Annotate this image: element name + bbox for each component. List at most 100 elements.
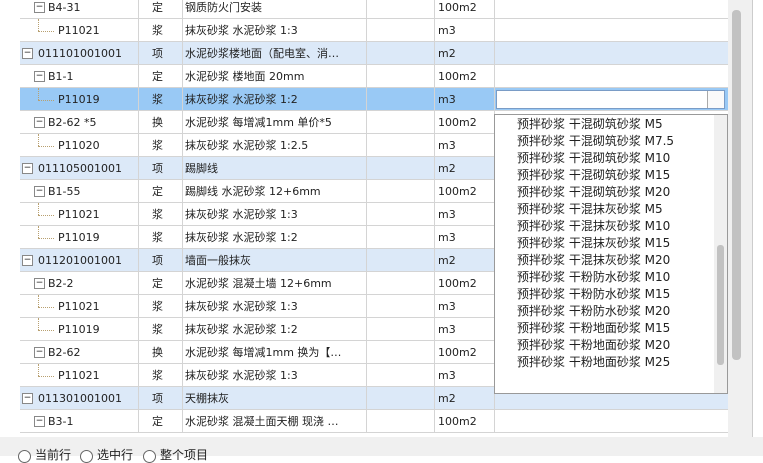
expand-toggle[interactable]: −	[22, 393, 33, 404]
item-type: 浆	[152, 300, 163, 313]
expand-toggle[interactable]: −	[34, 117, 45, 128]
column-divider	[434, 111, 435, 134]
table-row[interactable]	[20, 42, 728, 65]
dropdown-option[interactable]: 预拌砂浆 干混抹灰砂浆 M20	[517, 253, 671, 267]
item-code: P11021	[58, 208, 100, 221]
radio-button[interactable]	[18, 450, 31, 463]
column-divider	[138, 111, 139, 134]
splitter	[745, 0, 752, 437]
item-unit: m3	[438, 323, 456, 336]
item-code: 011105001001	[38, 162, 122, 175]
combo-button[interactable]	[707, 91, 724, 108]
dropdown-option[interactable]: 预拌砂浆 干混抹灰砂浆 M15	[517, 236, 671, 250]
column-divider	[434, 42, 435, 65]
dropdown-option[interactable]: 预拌砂浆 干粉地面砂浆 M25	[517, 355, 671, 369]
column-divider	[366, 88, 367, 111]
item-code: P11021	[58, 24, 100, 37]
item-name: 抹灰砂浆 水泥砂浆 1:2.5	[185, 139, 309, 152]
column-divider	[182, 88, 183, 111]
expand-toggle[interactable]: −	[34, 2, 45, 13]
item-name: 踢脚线 水泥砂浆 12+6mm	[185, 185, 321, 198]
column-divider	[434, 249, 435, 272]
item-name: 钢质防火门安装	[185, 1, 262, 14]
item-unit: 100m2	[438, 70, 477, 83]
dropdown-option[interactable]: 预拌砂浆 干混砌筑砂浆 M10	[517, 151, 671, 165]
dropdown-option[interactable]: 预拌砂浆 干粉防水砂浆 M10	[517, 270, 671, 284]
column-divider	[366, 157, 367, 180]
table-row[interactable]	[20, 0, 728, 19]
item-type: 换	[152, 116, 163, 129]
column-divider	[434, 410, 435, 433]
dropdown-option[interactable]: 预拌砂浆 干粉防水砂浆 M15	[517, 287, 671, 301]
item-code: P11019	[58, 93, 100, 106]
tree-line	[38, 88, 39, 100]
column-divider	[434, 203, 435, 226]
tree-line	[38, 330, 54, 331]
dropdown-list: 预拌砂浆 干混砌筑砂浆 M5 预拌砂浆 干混砌筑砂浆 M7.5 预拌砂浆 干混砌筑砂…	[494, 114, 728, 394]
dropdown-option[interactable]: 预拌砂浆 干混抹灰砂浆 M10	[517, 219, 671, 233]
column-divider	[138, 295, 139, 318]
dropdown-scrollbar[interactable]	[714, 115, 727, 393]
table-row[interactable]	[20, 65, 728, 88]
table-row[interactable]	[20, 19, 728, 42]
tree-line	[38, 146, 54, 147]
dropdown-option[interactable]: 预拌砂浆 干混砌筑砂浆 M15	[517, 168, 671, 182]
scroll-thumb[interactable]	[732, 10, 741, 360]
expand-toggle[interactable]: −	[22, 48, 33, 59]
item-unit: m3	[438, 300, 456, 313]
expand-toggle[interactable]: −	[22, 255, 33, 266]
dropdown-option[interactable]: 预拌砂浆 干混砌筑砂浆 M5	[517, 117, 663, 131]
item-type: 定	[152, 277, 163, 290]
column-divider	[182, 226, 183, 249]
item-unit: 100m2	[438, 415, 477, 428]
item-type: 浆	[152, 323, 163, 336]
item-unit: 100m2	[438, 1, 477, 14]
expand-toggle[interactable]: −	[34, 416, 45, 427]
expand-toggle[interactable]: −	[34, 278, 45, 289]
column-divider	[366, 0, 367, 19]
item-code: 011201001001	[38, 254, 122, 267]
item-unit: m2	[438, 392, 456, 405]
radio-label[interactable]: 选中行	[97, 448, 134, 462]
item-type: 项	[152, 254, 163, 267]
column-divider	[138, 387, 139, 410]
column-divider	[366, 111, 367, 134]
radio-button[interactable]	[143, 450, 156, 463]
table-row[interactable]	[20, 410, 728, 433]
dropdown-option[interactable]: 预拌砂浆 干粉地面砂浆 M15	[517, 321, 671, 335]
column-divider	[182, 180, 183, 203]
expand-toggle[interactable]: −	[22, 163, 33, 174]
expand-toggle[interactable]: −	[34, 71, 45, 82]
scrollbar[interactable]	[728, 0, 745, 437]
column-divider	[434, 364, 435, 387]
column-divider	[138, 249, 139, 272]
column-divider	[366, 387, 367, 410]
column-divider	[366, 318, 367, 341]
options-bar: 当前行 选中行 整个项目	[0, 437, 763, 463]
item-type: 定	[152, 70, 163, 83]
item-code: B2-62	[48, 346, 81, 359]
combo-input[interactable]	[496, 90, 725, 109]
dropdown-option[interactable]: 预拌砂浆 干粉地面砂浆 M20	[517, 338, 671, 352]
dropdown-option[interactable]: 预拌砂浆 干混砌筑砂浆 M20	[517, 185, 671, 199]
tree-line	[38, 318, 39, 330]
column-divider	[138, 272, 139, 295]
radio-button[interactable]	[80, 450, 93, 463]
expand-toggle[interactable]: −	[34, 186, 45, 197]
column-divider	[182, 203, 183, 226]
column-divider	[366, 249, 367, 272]
radio-label[interactable]: 当前行	[35, 448, 72, 462]
column-divider	[366, 180, 367, 203]
column-divider	[434, 387, 435, 410]
dropdown-option[interactable]: 预拌砂浆 干混砌筑砂浆 M7.5	[517, 134, 675, 148]
column-divider	[366, 134, 367, 157]
expand-toggle[interactable]: −	[34, 347, 45, 358]
item-code: P11021	[58, 300, 100, 313]
item-code: P11020	[58, 139, 100, 152]
item-name: 抹灰砂浆 水泥砂浆 1:3	[185, 300, 298, 313]
tree-line	[38, 295, 39, 307]
dropdown-option[interactable]: 预拌砂浆 干粉防水砂浆 M20	[517, 304, 671, 318]
dropdown-option[interactable]: 预拌砂浆 干混抹灰砂浆 M5	[517, 202, 663, 216]
radio-label[interactable]: 整个项目	[160, 448, 209, 462]
dropdown-scroll-thumb[interactable]	[717, 245, 724, 365]
